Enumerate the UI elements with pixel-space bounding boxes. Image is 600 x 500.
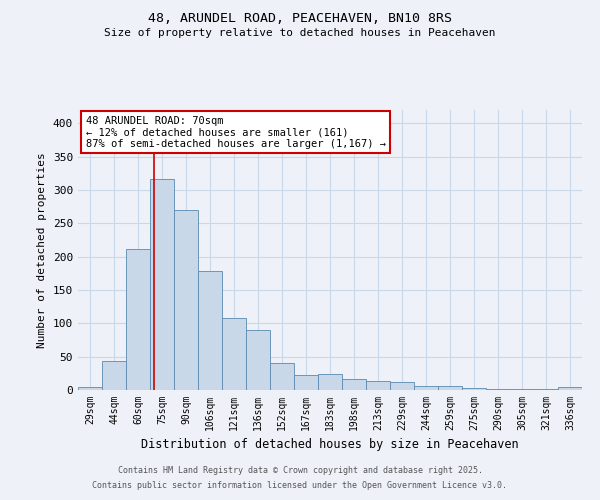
Bar: [198, 272, 222, 390]
Bar: [294, 374, 318, 390]
Bar: [462, 388, 486, 390]
Bar: [246, 330, 270, 390]
Bar: [102, 360, 126, 390]
Bar: [390, 382, 414, 390]
Bar: [270, 364, 294, 390]
Bar: [222, 318, 246, 390]
Bar: [126, 248, 150, 390]
Bar: [366, 380, 390, 390]
Bar: [174, 210, 198, 390]
Text: 48 ARUNDEL ROAD: 70sqm
← 12% of detached houses are smaller (161)
87% of semi-de: 48 ARUNDEL ROAD: 70sqm ← 12% of detached…: [86, 116, 386, 149]
Text: Size of property relative to detached houses in Peacehaven: Size of property relative to detached ho…: [104, 28, 496, 38]
Bar: [78, 386, 102, 390]
Bar: [558, 388, 582, 390]
Bar: [414, 386, 438, 390]
Text: 48, ARUNDEL ROAD, PEACEHAVEN, BN10 8RS: 48, ARUNDEL ROAD, PEACEHAVEN, BN10 8RS: [148, 12, 452, 26]
Text: Contains public sector information licensed under the Open Government Licence v3: Contains public sector information licen…: [92, 481, 508, 490]
Text: Contains HM Land Registry data © Crown copyright and database right 2025.: Contains HM Land Registry data © Crown c…: [118, 466, 482, 475]
Bar: [438, 386, 462, 390]
Bar: [486, 388, 510, 390]
Bar: [318, 374, 342, 390]
Bar: [150, 180, 174, 390]
Y-axis label: Number of detached properties: Number of detached properties: [37, 152, 47, 348]
X-axis label: Distribution of detached houses by size in Peacehaven: Distribution of detached houses by size …: [141, 438, 519, 452]
Bar: [342, 378, 366, 390]
